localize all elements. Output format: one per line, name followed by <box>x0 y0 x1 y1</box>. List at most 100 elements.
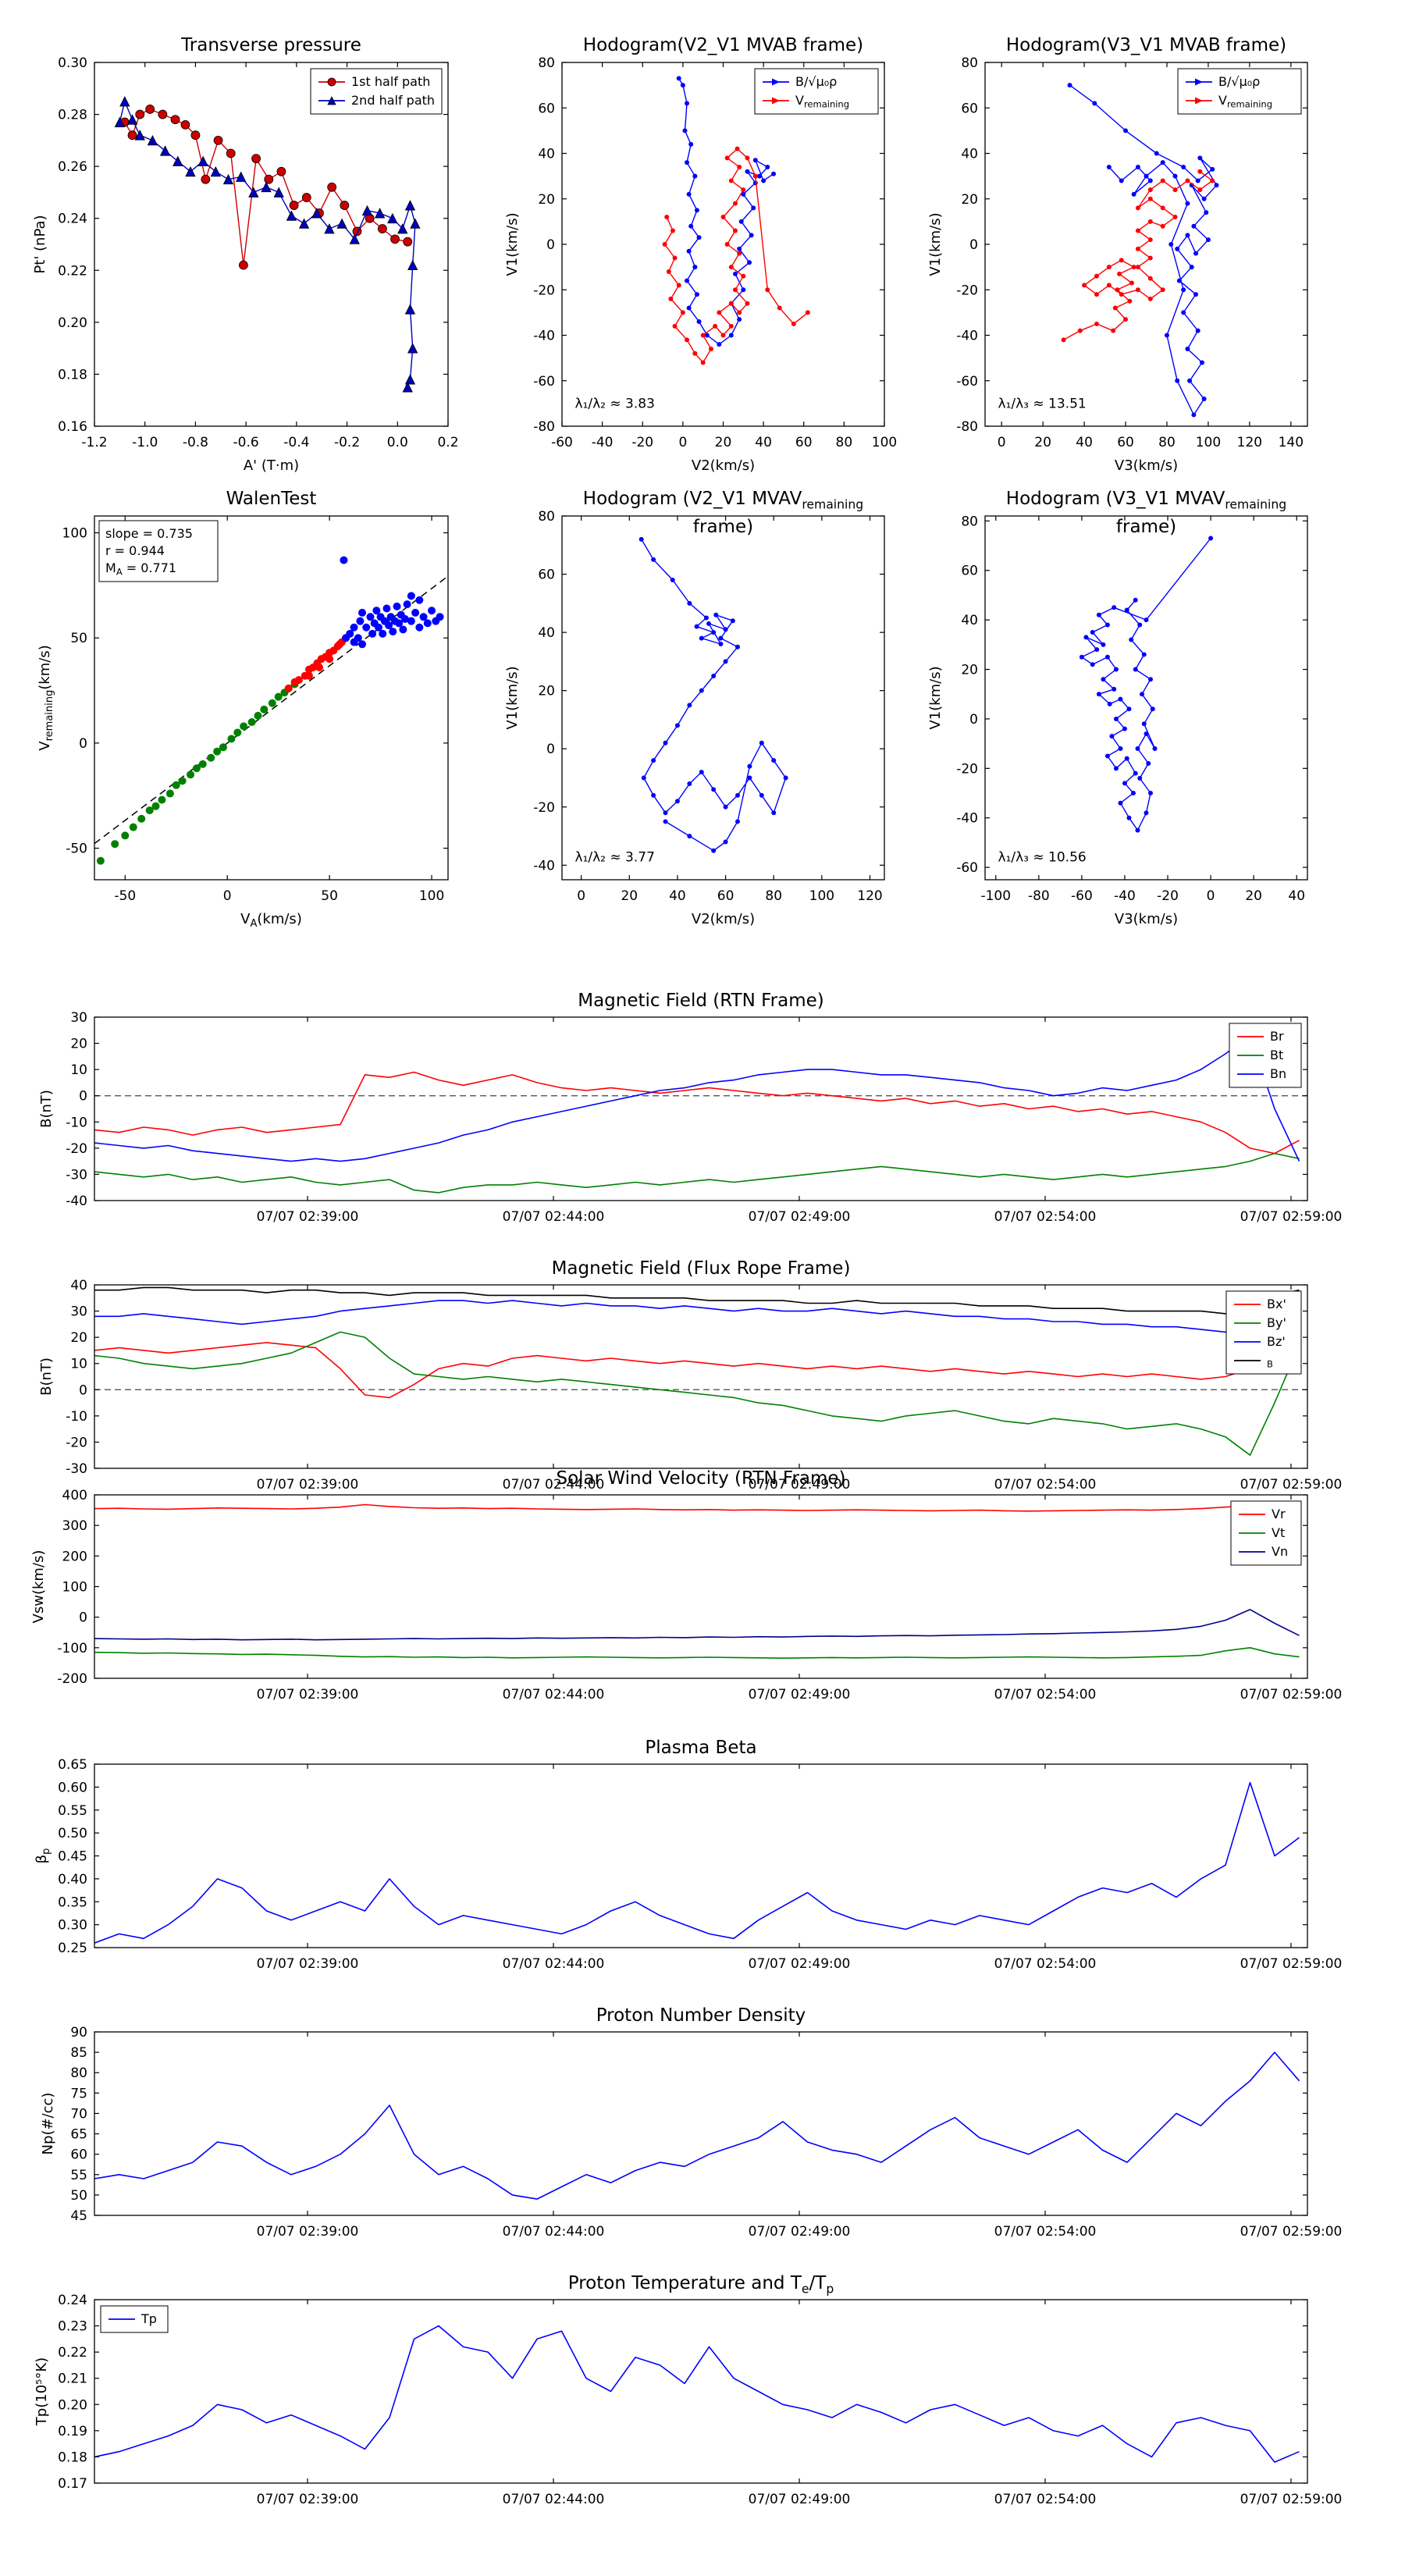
svg-text:0: 0 <box>546 237 555 253</box>
svg-text:0: 0 <box>79 1382 87 1398</box>
svg-text:Tp: Tp <box>140 2311 157 2326</box>
svg-text:07/07 02:54:00: 07/07 02:54:00 <box>994 1687 1097 1703</box>
svg-text:0.18: 0.18 <box>58 2450 87 2465</box>
panel-series-layer <box>1079 535 1214 833</box>
svg-text:Vn: Vn <box>1272 1544 1288 1559</box>
svg-text:0.16: 0.16 <box>58 419 87 435</box>
panel-transverse-pressure: -1.2 -1.0 -0.8 -0.6 -0.4 -0.2 0.0 0.2 0.16 0.18 0.… <box>32 55 459 474</box>
svg-text:07/07 02:59:00: 07/07 02:59:00 <box>1240 2224 1343 2240</box>
svg-text:30: 30 <box>70 1010 87 1026</box>
panel-proton-temperature: 07/07 02:39:00 07/07 02:44:00 07/07 02:49:… <box>34 2293 1342 2507</box>
series-Bn <box>94 1034 1300 1162</box>
svg-text:40: 40 <box>538 147 555 162</box>
svg-text:0.17: 0.17 <box>58 2476 87 2492</box>
svg-text:Br: Br <box>1270 1029 1284 1044</box>
chart-title-proton-number-density: Proton Number Density <box>596 2005 806 2026</box>
svg-text:55: 55 <box>70 2168 87 2183</box>
panel-series-layer <box>94 1286 1300 1456</box>
svg-text:-80: -80 <box>533 419 555 435</box>
panel-series-layer <box>1061 83 1219 418</box>
svg-text:07/07 02:39:00: 07/07 02:39:00 <box>257 1477 359 1493</box>
svg-text:Tp(10⁵°K): Tp(10⁵°K) <box>34 2357 50 2426</box>
svg-text:V3(km/s): V3(km/s) <box>1115 911 1178 927</box>
svg-text:07/07 02:54:00: 07/07 02:54:00 <box>994 1209 1097 1225</box>
axes-frame <box>94 515 449 881</box>
svg-text:-40: -40 <box>592 435 614 450</box>
chart-title-transverse-pressure: Transverse pressure <box>181 35 361 55</box>
svg-text:0.26: 0.26 <box>58 159 87 175</box>
axes-frame <box>561 515 885 881</box>
panel-hodogram-v2v1-mvav: 0 20 40 60 80 100 120 -40 -20 0 20 40 60 80 V2(km/s) V1… <box>504 509 885 927</box>
series-Tp <box>94 2325 1300 2463</box>
series-Br <box>94 1071 1300 1155</box>
svg-text:-40: -40 <box>1114 888 1136 904</box>
svg-text:0.18: 0.18 <box>58 367 87 382</box>
svg-text:2nd half path: 2nd half path <box>351 93 435 108</box>
panel-series-layer <box>94 2051 1300 2200</box>
series-V-path <box>638 536 788 853</box>
svg-text:07/07 02:39:00: 07/07 02:39:00 <box>257 1956 359 1972</box>
svg-text:100: 100 <box>1196 435 1221 450</box>
svg-text:60: 60 <box>538 101 555 116</box>
svg-text:λ₁/λ₃ ≈ 10.56: λ₁/λ₃ ≈ 10.56 <box>998 850 1087 866</box>
svg-text:0.65: 0.65 <box>58 1757 87 1773</box>
svg-text:Bz': Bz' <box>1267 1334 1286 1349</box>
svg-text:-20: -20 <box>533 800 555 816</box>
chart-title-solar-wind-velocity: Solar Wind Velocity (RTN Frame) <box>556 1468 846 1489</box>
svg-text:0.30: 0.30 <box>58 55 87 71</box>
svg-text:07/07 02:49:00: 07/07 02:49:00 <box>749 2224 851 2240</box>
svg-text:07/07 02:49:00: 07/07 02:49:00 <box>749 1477 851 1493</box>
series-By- <box>94 1331 1300 1456</box>
svg-text:07/07 02:59:00: 07/07 02:59:00 <box>1240 1477 1343 1493</box>
svg-text:V1(km/s): V1(km/s) <box>504 666 521 729</box>
svg-text:75: 75 <box>70 2086 87 2101</box>
svg-text:70: 70 <box>70 2106 87 2122</box>
svg-text:-100: -100 <box>57 1641 87 1656</box>
svg-text:0.55: 0.55 <box>58 1803 87 1819</box>
series-Bx- <box>94 1342 1300 1399</box>
svg-text:60: 60 <box>538 568 555 583</box>
svg-text:80: 80 <box>961 514 978 529</box>
svg-text:0.60: 0.60 <box>58 1780 87 1795</box>
svg-text:85: 85 <box>70 2045 87 2061</box>
svg-text:20: 20 <box>715 435 732 450</box>
svg-text:0: 0 <box>969 237 978 253</box>
svg-text:120: 120 <box>1237 435 1262 450</box>
svg-text:-20: -20 <box>956 761 978 777</box>
chart-title-plasma-beta: Plasma Beta <box>645 1738 757 1758</box>
svg-text:B(nT): B(nT) <box>38 1357 55 1396</box>
svg-text:07/07 02:54:00: 07/07 02:54:00 <box>994 2492 1097 2507</box>
series-V-path <box>1079 535 1214 833</box>
svg-text:07/07 02:54:00: 07/07 02:54:00 <box>994 1956 1097 1972</box>
series-beta <box>94 1781 1300 1944</box>
panel-plasma-beta: 07/07 02:39:00 07/07 02:44:00 07/07 02:49:… <box>34 1757 1342 1972</box>
svg-text:07/07 02:44:00: 07/07 02:44:00 <box>503 2492 605 2507</box>
axes-frame <box>94 2299 1308 2484</box>
axes-frame <box>984 515 1308 881</box>
svg-text:-1.2: -1.2 <box>81 435 107 450</box>
svg-text:B/√μ₀ρ: B/√μ₀ρ <box>1218 74 1260 89</box>
svg-text:60: 60 <box>70 2147 87 2163</box>
svg-text:-0.8: -0.8 <box>183 435 208 450</box>
svg-text:07/07 02:44:00: 07/07 02:44:00 <box>503 2224 605 2240</box>
svg-text:V1(km/s): V1(km/s) <box>927 212 944 276</box>
svg-text:0.35: 0.35 <box>58 1895 87 1910</box>
svg-text:07/07 02:39:00: 07/07 02:39:00 <box>257 1687 359 1703</box>
svg-text:V2(km/s): V2(km/s) <box>692 911 755 927</box>
svg-text:Vr: Vr <box>1272 1507 1286 1521</box>
svg-text:07/07 02:59:00: 07/07 02:59:00 <box>1240 1687 1343 1703</box>
svg-text:V3(km/s): V3(km/s) <box>1115 457 1178 474</box>
chart-title-hodogram-v3v1-mvav: Hodogram (V3_V1 MVAVremaining frame) <box>1005 489 1287 537</box>
panel-series-layer <box>114 96 421 393</box>
svg-text:-20: -20 <box>1157 888 1179 904</box>
panel-magnetic-field-flux-rope: 07/07 02:39:00 07/07 02:44:00 07/07 02:49:… <box>38 1278 1342 1493</box>
svg-text:60: 60 <box>961 101 978 116</box>
axes-frame <box>94 1763 1308 1948</box>
panel-series-layer <box>662 76 810 365</box>
svg-text:40: 40 <box>669 888 686 904</box>
axes-frame <box>94 1494 1308 1679</box>
svg-text:B: B <box>1267 1359 1273 1370</box>
svg-text:80: 80 <box>961 55 978 71</box>
svg-text:40: 40 <box>961 613 978 628</box>
svg-text:140: 140 <box>1279 435 1304 450</box>
